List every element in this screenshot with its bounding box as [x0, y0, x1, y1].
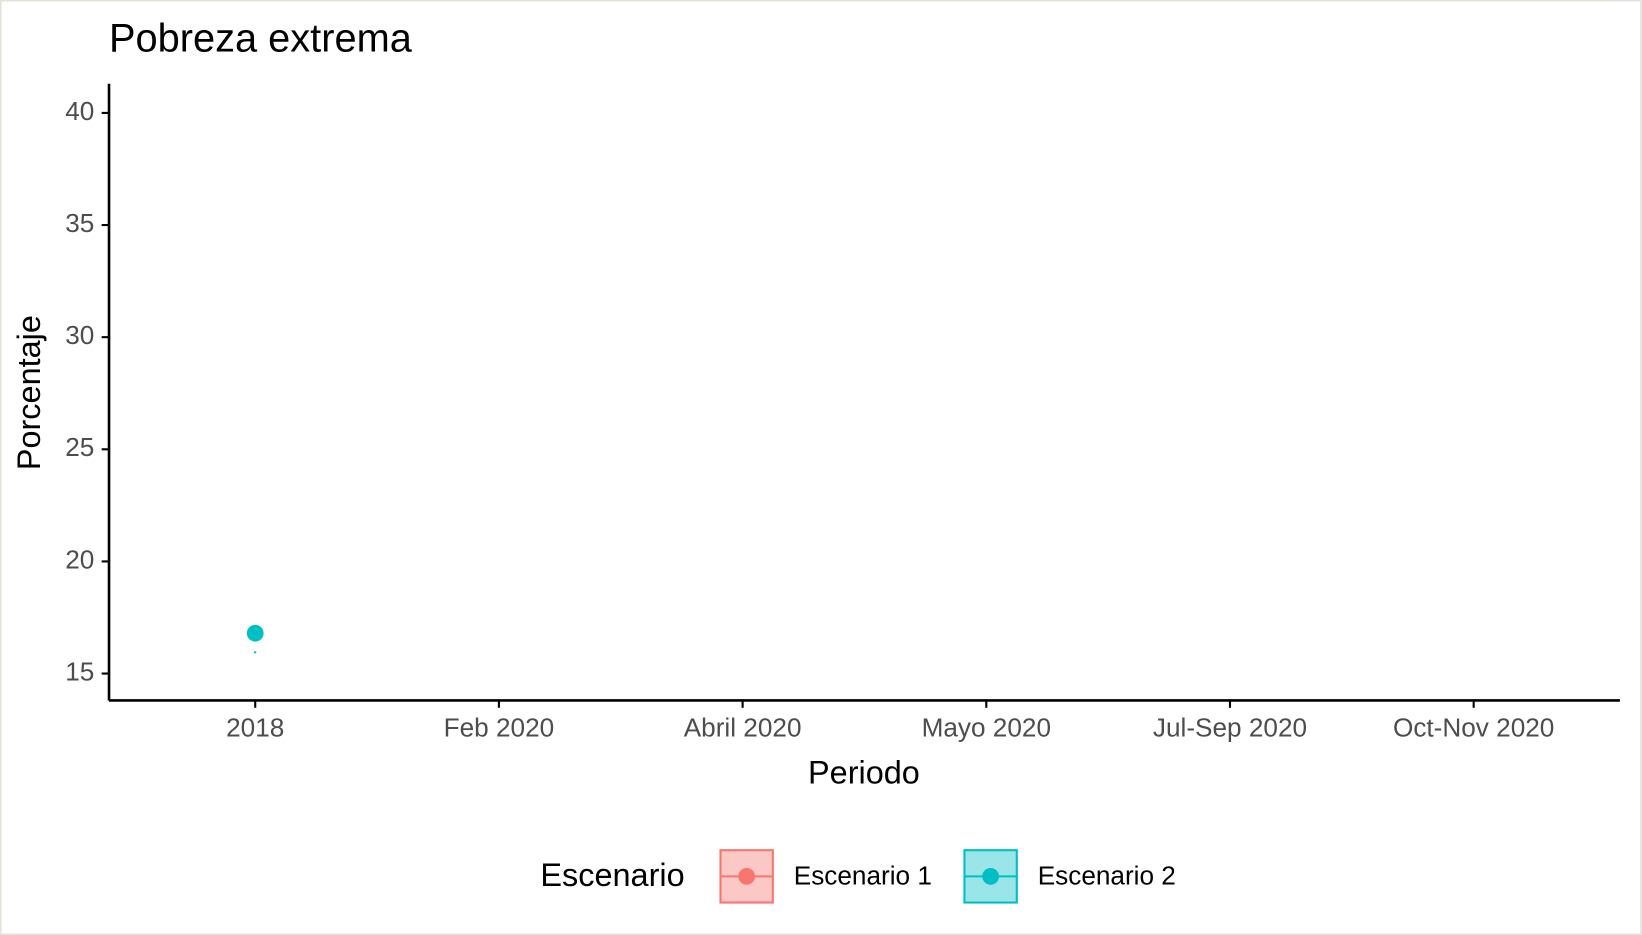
legend-label: Escenario 2 — [1038, 860, 1176, 890]
y-tick-label: 35 — [65, 208, 94, 238]
legend-key-point — [982, 867, 999, 885]
point — [246, 624, 264, 642]
y-axis-label: Porcentaje — [11, 315, 47, 470]
y-tick-label: 20 — [65, 544, 94, 574]
legend-key-point — [738, 867, 756, 885]
x-tick-label: Oct-Nov 2020 — [1393, 713, 1554, 743]
x-axis-label: Periodo — [808, 754, 920, 790]
x-tick-label: Abril 2020 — [684, 713, 802, 743]
y-tick-label: 30 — [65, 320, 94, 350]
legend-label: Escenario 1 — [794, 860, 932, 890]
chart-title: Pobreza extrema — [109, 16, 413, 60]
x-tick-label: 2018 — [226, 713, 284, 743]
x-tick-label: Feb 2020 — [444, 713, 555, 743]
x-tick-label: Jul-Sep 2020 — [1153, 713, 1307, 743]
legend-title: Escenario — [540, 857, 684, 893]
y-tick-label: 40 — [65, 96, 94, 126]
y-tick-label: 25 — [65, 432, 94, 462]
x-tick-label: Mayo 2020 — [922, 713, 1051, 743]
y-tick-label: 15 — [65, 656, 94, 686]
